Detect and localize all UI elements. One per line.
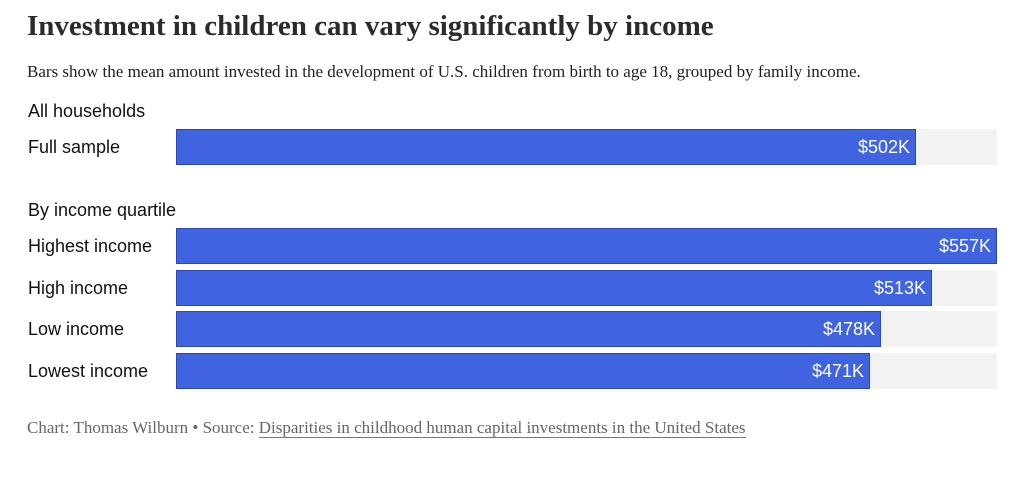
chart-title: Investment in children can vary signific… xyxy=(27,10,714,42)
group-label: All households xyxy=(28,101,146,121)
row-label: Highest income xyxy=(28,236,153,256)
bar-value-label: $478K xyxy=(822,319,875,339)
group-label: By income quartile xyxy=(28,200,177,220)
bar-value-label: $513K xyxy=(873,278,926,298)
row-label: Full sample xyxy=(28,137,121,157)
bar-track: $478K xyxy=(176,311,997,347)
bar xyxy=(176,228,997,264)
row-label: Low income xyxy=(28,319,125,339)
bar xyxy=(176,129,916,165)
bar-value-label: $502K xyxy=(857,137,910,157)
bar-value-label: $557K xyxy=(938,236,991,256)
bar-track: $557K xyxy=(176,228,997,264)
bar-track: $513K xyxy=(176,270,997,306)
source-link[interactable]: Disparities in childhood human capital i… xyxy=(258,418,746,438)
row-label: High income xyxy=(28,278,129,298)
chart-subtitle: Bars show the mean amount invested in th… xyxy=(27,62,861,81)
bar xyxy=(176,270,932,306)
bar-track: $502K xyxy=(176,129,997,165)
credit-prefix: Chart: Thomas Wilburn • Source: xyxy=(27,418,259,437)
chart-credit: Chart: Thomas Wilburn • Source: Disparit… xyxy=(27,418,746,438)
bar-value-label: $471K xyxy=(811,361,864,381)
bar xyxy=(176,311,881,347)
bar-track: $471K xyxy=(176,353,997,389)
row-label: Lowest income xyxy=(28,361,149,381)
bar xyxy=(176,353,870,389)
